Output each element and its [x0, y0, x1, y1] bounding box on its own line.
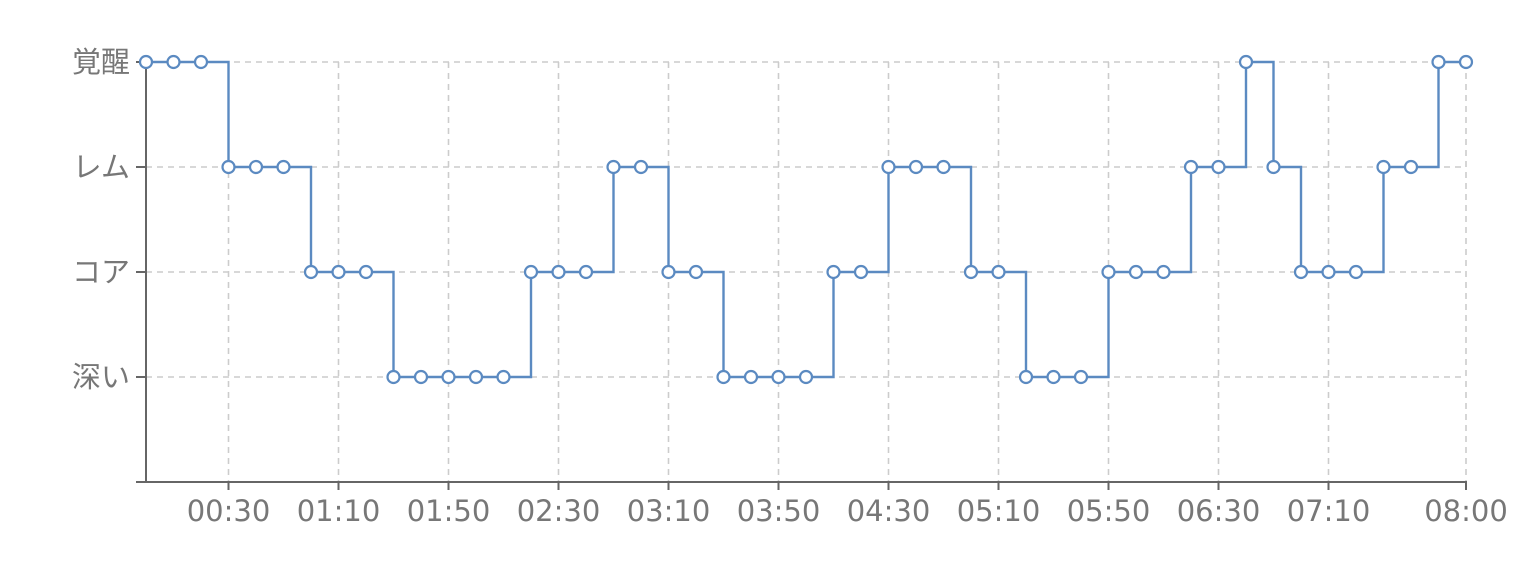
data-point-45 — [1348, 264, 1364, 280]
data-point-8 — [331, 264, 346, 280]
y-tick-label: 深い — [72, 360, 130, 394]
data-point-13 — [468, 369, 484, 385]
data-point-12 — [441, 369, 456, 385]
data-point-42 — [1266, 159, 1281, 175]
data-point-20 — [661, 264, 676, 280]
tick-labels: 深い コア レム 覚醒 00:30 01:10 01:50 02:30 03:10 03:50 04… — [72, 45, 1508, 528]
y-tick-label: 覚醒 — [72, 45, 130, 79]
data-point-33 — [1018, 369, 1034, 385]
x-tick-label: 07:10 — [1287, 494, 1371, 528]
data-point-29 — [908, 159, 924, 175]
data-point-43 — [1293, 264, 1309, 280]
data-point-9 — [358, 264, 374, 280]
data-point-24 — [771, 369, 786, 385]
data-point-27 — [853, 264, 869, 280]
x-tick-label: 01:50 — [407, 494, 491, 528]
data-point-47 — [1403, 159, 1419, 175]
data-point-38 — [1156, 264, 1171, 280]
x-tick-label: 02:30 — [517, 494, 601, 528]
data-point-31 — [963, 264, 979, 280]
data-point-48 — [1431, 54, 1446, 70]
data-point-41 — [1238, 54, 1254, 70]
x-tick-label: 06:30 — [1177, 494, 1261, 528]
data-point-16 — [551, 264, 566, 280]
data-point-49 — [1458, 54, 1474, 70]
data-point-7 — [303, 264, 319, 280]
x-tick-label: 04:30 — [847, 494, 931, 528]
data-point-34 — [1046, 369, 1061, 385]
data-point-28 — [881, 159, 896, 175]
x-tick-label: 05:50 — [1067, 494, 1151, 528]
data-point-18 — [606, 159, 621, 175]
data-point-4 — [221, 159, 236, 175]
x-tick-label: 01:10 — [297, 494, 381, 528]
data-point-19 — [633, 159, 649, 175]
data-point-15 — [523, 264, 539, 280]
x-tick-label: 03:50 — [737, 494, 821, 528]
data-point-5 — [248, 159, 264, 175]
series-line — [146, 60, 1466, 379]
data-point-26 — [826, 264, 841, 280]
data-point-2 — [166, 54, 181, 70]
data-point-22 — [716, 369, 731, 385]
data-point-10 — [386, 369, 401, 385]
data-point-25 — [798, 369, 814, 385]
data-point-44 — [1321, 264, 1336, 280]
data-point-1 — [138, 54, 154, 70]
data-point-3 — [193, 54, 209, 70]
data-point-11 — [413, 369, 429, 385]
data-point-23 — [743, 369, 759, 385]
data-point-21 — [688, 264, 704, 280]
data-point-14 — [496, 369, 511, 385]
data-point-35 — [1073, 369, 1089, 385]
data-point-37 — [1128, 264, 1144, 280]
x-tick-label: 08:00 — [1424, 494, 1508, 528]
data-point-36 — [1101, 264, 1116, 280]
x-tick-label: 03:10 — [627, 494, 711, 528]
data-point-32 — [991, 264, 1006, 280]
y-tick-label: レム — [73, 150, 130, 184]
y-tick-label: コア — [72, 255, 130, 289]
series-sleep-stage — [138, 54, 1474, 385]
x-tick-label: 05:10 — [957, 494, 1041, 528]
x-tick-label: 00:30 — [187, 494, 271, 528]
data-point-39 — [1183, 159, 1199, 175]
data-point-17 — [578, 264, 594, 280]
data-point-40 — [1211, 159, 1226, 175]
data-point-30 — [936, 159, 951, 175]
data-point-46 — [1376, 159, 1391, 175]
data-point-6 — [276, 159, 291, 175]
